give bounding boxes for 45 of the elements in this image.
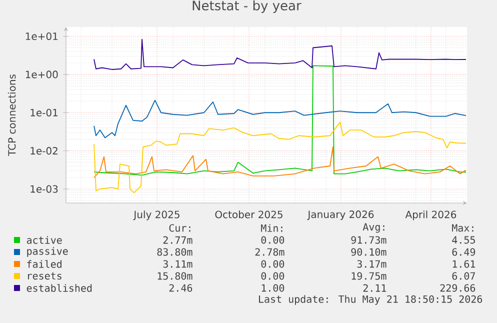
text: 91.73m xyxy=(351,236,386,244)
text: 3.11m xyxy=(163,260,192,268)
text: 4.55 xyxy=(452,236,475,244)
y-tick-label: 1e-03 xyxy=(30,185,58,193)
text: 2.46 xyxy=(169,284,192,292)
x-tick-label: July 2025 xyxy=(133,210,180,220)
y-tick-label: 1e+00 xyxy=(26,70,58,78)
text: 0.00 xyxy=(261,260,284,268)
text: Cur: xyxy=(169,224,190,232)
y-tick-label: 1e-01 xyxy=(30,108,58,116)
text: Last update: Thu May 21 18:50:15 2026 xyxy=(259,295,482,305)
text: Avg: xyxy=(362,223,384,233)
legend-label: established xyxy=(26,284,92,292)
x-tick-label: April 2026 xyxy=(405,210,456,220)
text: 1.61 xyxy=(452,260,476,268)
legend-label: active xyxy=(26,236,62,244)
line-series xyxy=(94,100,466,138)
text: 2.11 xyxy=(363,284,386,292)
text: 90.10m xyxy=(351,248,386,256)
line-series xyxy=(94,65,466,176)
text: 3.17m xyxy=(357,260,386,268)
y-tick-label: 1e-02 xyxy=(30,147,58,155)
text: 6.07 xyxy=(452,272,475,280)
text: 1.00 xyxy=(262,284,284,292)
text: 0.00 xyxy=(261,236,284,244)
legend-label: passive xyxy=(27,247,68,257)
legend-label: failed xyxy=(27,260,62,268)
text: 229.66 xyxy=(440,284,476,292)
text: 83.80m xyxy=(157,248,192,256)
text: Min: xyxy=(261,224,282,232)
y-axis-title: TCP connections xyxy=(8,74,16,156)
text: 0.00 xyxy=(261,272,284,280)
y-tick-label: 1e+01 xyxy=(26,32,58,40)
text: 2.78m xyxy=(255,248,284,256)
legend-label: resets xyxy=(28,272,62,280)
line-series xyxy=(94,146,466,178)
text: 15.80m xyxy=(158,272,192,280)
text: Max: xyxy=(452,224,474,232)
text: 19.75m xyxy=(352,272,386,280)
x-tick-label: October 2025 xyxy=(215,210,282,218)
text: 2.77m xyxy=(163,236,192,244)
x-tick-label: January 2026 xyxy=(307,210,374,220)
text: 6.49 xyxy=(452,248,476,256)
line-series xyxy=(94,122,466,194)
chart-title: Netstat - by year xyxy=(192,0,302,13)
